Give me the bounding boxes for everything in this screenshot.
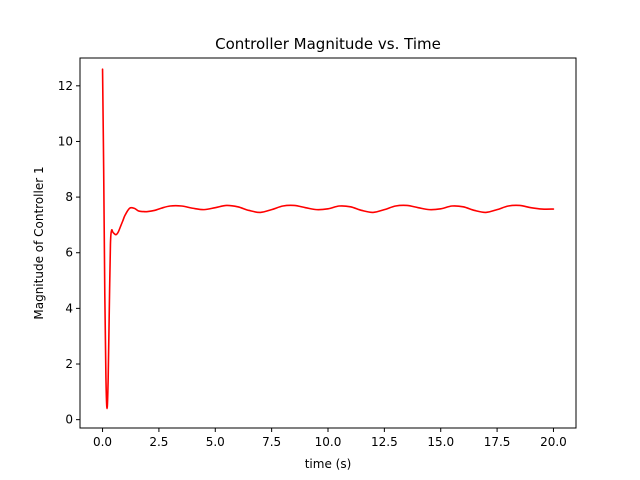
- x-tick-label: 17.5: [484, 435, 511, 449]
- series-layer: [101, 68, 555, 410]
- plot-area: [80, 58, 576, 428]
- x-tick-label: 10.0: [315, 435, 342, 449]
- x-tick-label: 0.0: [93, 435, 112, 449]
- y-tick-label: 8: [65, 190, 73, 204]
- y-tick-label: 0: [65, 413, 73, 427]
- x-axis-ticks: 0.0 2.5 5.0 7.5 10.0 12.5 15.0 17.5 20.0: [93, 428, 567, 449]
- y-tick-label: 12: [58, 79, 73, 93]
- x-axis-label: time (s): [305, 457, 352, 471]
- y-axis-label: Magnitude of Controller 1: [32, 166, 46, 319]
- x-tick-label: 7.5: [262, 435, 281, 449]
- y-tick-label: 2: [65, 357, 73, 371]
- x-tick-label: 2.5: [149, 435, 168, 449]
- x-tick-label: 5.0: [206, 435, 225, 449]
- y-tick-label: 4: [65, 301, 73, 315]
- chart-title: Controller Magnitude vs. Time: [215, 35, 441, 53]
- y-tick-label: 10: [58, 134, 73, 148]
- x-tick-label: 15.0: [427, 435, 454, 449]
- x-tick-label: 12.5: [371, 435, 398, 449]
- y-axis-ticks: 0 2 4 6 8 10 12: [58, 79, 80, 427]
- y-tick-label: 6: [65, 246, 73, 260]
- x-tick-label: 20.0: [540, 435, 567, 449]
- series-line: [101, 68, 555, 410]
